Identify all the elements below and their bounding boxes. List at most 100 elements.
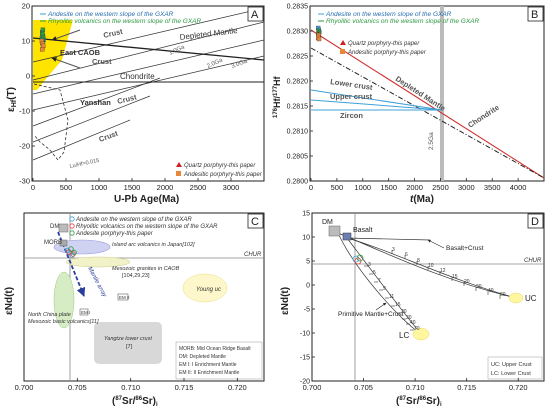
y-tick-label: 0.2815: [287, 104, 309, 111]
x-tick-label: 500: [331, 183, 344, 192]
panel-b-chondrite-line: [310, 47, 544, 179]
panel-b-x-axis-label: t(Ma): [410, 194, 434, 205]
panel-c-yangtze-label: Yangtze lower crust: [104, 336, 152, 342]
panel-a-point: [40, 27, 46, 32]
x-tick-label: 0.705: [354, 383, 373, 392]
panel-d-tick-a-1: 3: [392, 247, 395, 253]
panel-c-points: [65, 246, 77, 258]
circle-icon: [69, 223, 75, 229]
x-tick-label: 2500: [432, 183, 449, 192]
panel-d-tick-b-8: 30: [406, 315, 412, 321]
x-tick-label: 0.700: [15, 383, 34, 392]
panel-c-young-uc-label: Young uc: [196, 287, 221, 293]
panel-b-y-axis-label-sup2: 177: [273, 85, 279, 96]
panel-a-x-ticks: 0 500 1000 1500 2000 2500 3000: [31, 178, 239, 192]
panel-c-note-1: MORB: Mid Ocean Ridge Basalt: [179, 346, 251, 352]
x-tick-label: 4000: [510, 183, 527, 192]
panel-a-x-axis-label: U-Pb Age(Ma): [114, 194, 179, 205]
panel-d-tick-b-2: 5: [373, 270, 376, 276]
panel-c-morb-box: [59, 239, 68, 247]
panel-d-tick-b-10: 70: [414, 326, 420, 332]
panel-d-tick-b-9: 40: [410, 320, 416, 326]
panel-a-points: [39, 27, 46, 52]
y-tick-label: 0.2820: [287, 79, 309, 86]
panel-a-crust-label-1: Crust: [102, 27, 124, 40]
panel-b-points: [316, 25, 322, 42]
panel-a-arrow-2: [51, 57, 81, 69]
y-tick-label: 20: [22, 2, 30, 11]
panel-d-tick-a-3: 8: [417, 258, 420, 264]
y-tick-label: -10: [300, 331, 310, 338]
panel-b-y-ticks: 0.2800 0.2805 0.2810 0.2815 0.2820 0.2825 0.28…: [287, 4, 313, 186]
y-tick-label: 0.2830: [287, 29, 309, 36]
panel-c-point: [70, 251, 76, 257]
panel-d-tick-labels-b: 3 5 7 9 11 15 20 30 40 70: [368, 262, 420, 332]
panel-c-dm-box: [58, 223, 69, 233]
y-tick-label: 10: [22, 37, 30, 46]
panel-a-y-axis-label-main: ε: [6, 107, 17, 112]
panel-c-y-axis-label-sub: Nd(t): [4, 287, 15, 310]
panel-b-upper-crust-label: Upper crust: [330, 92, 373, 101]
panel-a-yanshan-label: Yanshan: [80, 98, 111, 107]
panel-d-curve-1: [337, 232, 517, 299]
panel-d-dm-box: [328, 225, 341, 237]
panel-d-curve-4: [346, 237, 422, 335]
panel-c-island-arc-field: [53, 239, 111, 255]
panel-d-y-axis-label: εNd(t): [280, 287, 291, 315]
panel-c-legend-2: Rhyolitic volcanics on the western slope…: [76, 224, 218, 230]
x-tick-label: 0.715: [457, 383, 476, 392]
x-tick-label: 1500: [124, 183, 141, 192]
panel-c-notes: MORB: Mid Ocean Ridge Basalt DM: Deplete…: [175, 341, 263, 380]
panel-c-morb-label: MORB: [44, 240, 62, 246]
panel-d-primitive-label: Primitive Mantle+Crust: [338, 311, 404, 318]
panel-d-x-ticks: 0.700 0.705 0.710 0.715 0.720: [303, 378, 528, 392]
panel-c-x-ticks: 0.700 0.705 0.710 0.715 0.720: [15, 378, 247, 392]
panel-c-point: [68, 246, 74, 252]
panel-c-yangtze-field: [94, 322, 162, 364]
panel-b-legend-bottom-2: Andesitic porphyry-this paper: [347, 50, 427, 56]
x-tick-label: 0.710: [121, 383, 140, 392]
panel-b: Depleted Mantle Chondrite Lower crust Up…: [272, 4, 545, 205]
x-tick-label: 3000: [458, 183, 475, 192]
panel-d-tick-a-4: 10: [428, 263, 434, 269]
panel-d-basalt-label: Basalt: [353, 227, 373, 234]
panel-b-point: [316, 36, 322, 42]
x-tick-label: 0.720: [228, 383, 247, 392]
panel-b-legend-top-2: Rhyolitic volcanics on the western slope…: [326, 18, 479, 25]
x-tick-label: 2000: [157, 183, 174, 192]
panel-b-y-axis-label-tail: Hf: [272, 75, 282, 85]
panel-d-letter: D: [531, 216, 539, 228]
triangle-icon: [340, 40, 346, 45]
x-tick-label: 3500: [484, 183, 501, 192]
x-tick-label: 0: [309, 183, 313, 192]
panel-a-y-ticks: -30 -20 -10 0 10 20: [19, 2, 35, 186]
x-tick-label: 3000: [223, 183, 240, 192]
panel-a-chondrite-label: Chondrite: [120, 72, 155, 81]
panel-a-legend-top: Andesite on the western slope of the GXA…: [40, 11, 201, 25]
panel-c-granite-label: Mesozoic granites in CAOB: [112, 266, 180, 272]
panel-a-legend-top-1: Andesite on the western slope of the GXA…: [47, 11, 174, 18]
panel-b-lower-crust-line: [310, 89, 443, 111]
panel-a-dashed-field: [33, 83, 69, 161]
panel-c-note-3: EM I: I Enrichment Mantle: [179, 362, 237, 368]
panel-d-lc-label: LC: [399, 331, 409, 340]
panel-a-legend-bottom-1: Quartz porphyry-this paper: [184, 163, 256, 169]
panel-d-tick-a-9: 40: [488, 288, 494, 294]
panel-d: DM Basalt Basalt+Crust CHUR UC LC Primit…: [280, 211, 545, 408]
panel-c-dm-label: DM: [50, 224, 59, 230]
panel-d-tick-a-5: 12: [440, 268, 446, 274]
panel-d-tick-a-8: 30: [476, 284, 482, 290]
panel-d-curve-5: [346, 237, 431, 241]
panel-d-tick-b-4: 9: [383, 286, 386, 292]
y-tick-label: 0.2835: [287, 4, 309, 11]
x-tick-label: 500: [60, 183, 73, 192]
square-icon: [176, 171, 181, 176]
panel-c-point: [71, 249, 77, 256]
panel-c-north-china-field: [53, 271, 75, 329]
panel-b-x-axis-label-tail: (Ma): [413, 194, 434, 205]
panel-c-island-arc-label: Island arc volcanics in Japan[102]: [112, 242, 195, 248]
panel-b-x-ticks: 0 500 1000 1500 2000 2500 3000 3500 4000: [309, 178, 527, 192]
panel-c-note-4: EM II: II Enrichment Mantle: [179, 370, 240, 376]
panel-c-young-uc-field: [182, 273, 228, 303]
y-tick-label: 15: [302, 211, 310, 218]
